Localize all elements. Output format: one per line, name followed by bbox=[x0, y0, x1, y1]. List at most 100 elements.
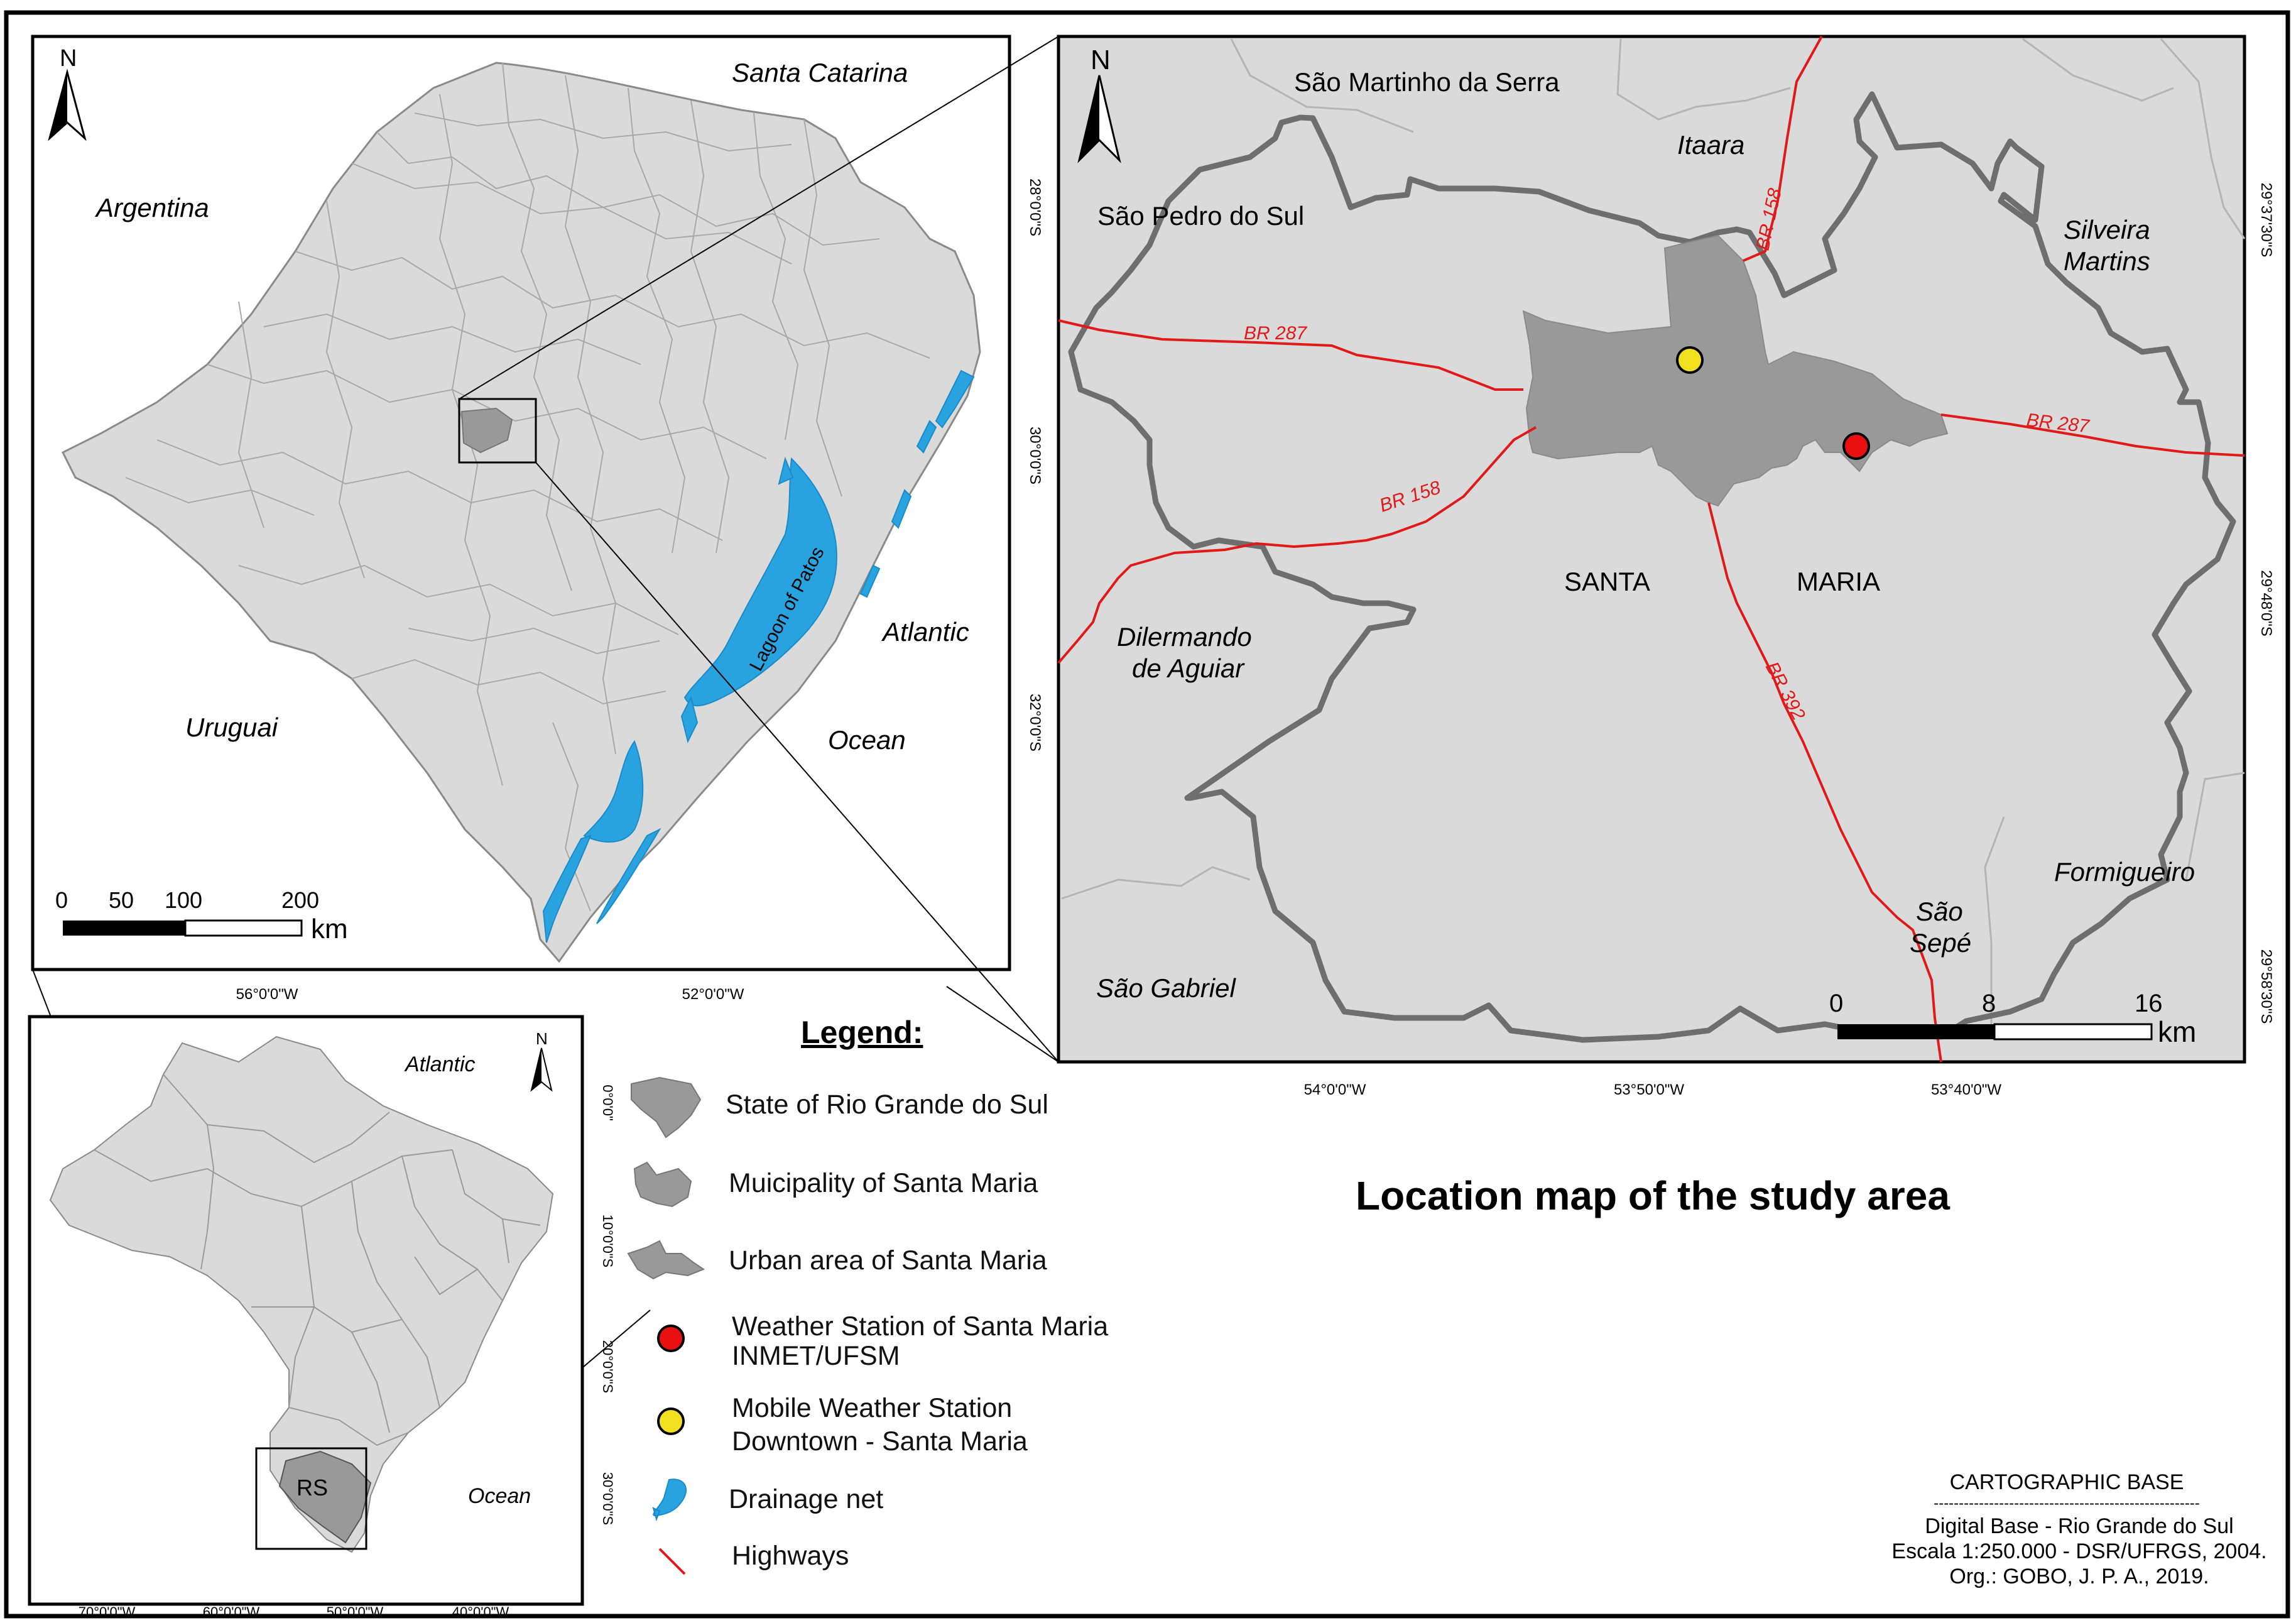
highway-br158-south bbox=[1057, 426, 1537, 664]
legend-label: State of Rio Grande do Sul bbox=[726, 1090, 1048, 1120]
highway-br392 bbox=[1707, 502, 1942, 1063]
credits-line: Org.: GOBO, J. P. A., 2019. bbox=[1949, 1565, 2209, 1588]
highway-br158-north bbox=[1743, 36, 1823, 262]
legend-weather-station-icon bbox=[657, 1325, 685, 1352]
svg-text:N: N bbox=[536, 1029, 548, 1048]
legend-heading: Legend: bbox=[801, 1015, 923, 1050]
brazil-state-boundaries bbox=[94, 1074, 541, 1446]
svg-text:8: 8 bbox=[1982, 990, 1996, 1017]
rs-santa-maria-highlight bbox=[460, 407, 513, 454]
legend-mobile-station-icon bbox=[657, 1407, 685, 1435]
rs-scale-bar: 0 50 100 200 km bbox=[55, 887, 348, 944]
svg-text:km: km bbox=[311, 914, 348, 944]
north-arrow-icon: N bbox=[1077, 45, 1121, 163]
legend-municipality-icon bbox=[633, 1161, 692, 1208]
north-arrow-icon: N bbox=[530, 1029, 553, 1092]
brazil-lat-tick: 10°0'0"S bbox=[600, 1215, 616, 1267]
label-formigueiro: Formigueiro bbox=[2054, 857, 2195, 887]
rs-state-map: Santa Catarina Argentina Uruguai Atlanti… bbox=[31, 35, 1043, 1003]
svg-text:200: 200 bbox=[281, 887, 319, 913]
legend-label: Downtown - Santa Maria bbox=[732, 1426, 1028, 1456]
legend-label: INMET/UFSM bbox=[732, 1341, 900, 1371]
highways bbox=[1057, 36, 2245, 1063]
rs-lon-tick: 52°0'0"W bbox=[682, 986, 744, 1003]
weather-station-marker bbox=[1842, 432, 1870, 460]
north-arrow-icon: N bbox=[48, 45, 87, 141]
brazil-lat-tick: 0°0'0" bbox=[600, 1085, 616, 1121]
brazil-label-atlantic: Atlantic bbox=[404, 1052, 476, 1076]
figure-title: Location map of the study area bbox=[1356, 1173, 1950, 1218]
rs-lat-tick: 28°0'0"S bbox=[1026, 178, 1043, 236]
credits-line: Escala 1:250.000 - DSR/UFRGS, 2004. bbox=[1891, 1539, 2266, 1563]
legend-label: Mobile Weather Station bbox=[732, 1393, 1012, 1423]
label-sepe: Sepé bbox=[1910, 928, 1971, 958]
credits-heading: CARTOGRAPHIC BASE bbox=[1950, 1470, 2184, 1494]
svg-text:50: 50 bbox=[109, 887, 134, 913]
label-sao-martinho: São Martinho da Serra bbox=[1294, 67, 1560, 97]
highway-br287-west bbox=[1058, 319, 1523, 391]
sm-lat-tick: 29°48'0"S bbox=[2258, 570, 2275, 636]
legend-state-icon bbox=[631, 1076, 702, 1139]
santa-maria-map: São Martinho da Serra Itaara São Pedro d… bbox=[1057, 35, 2275, 1098]
label-santa-catarina: Santa Catarina bbox=[732, 58, 908, 87]
brazil-label-ocean: Ocean bbox=[468, 1484, 531, 1508]
brazil-rs-box bbox=[255, 1447, 367, 1550]
legend-highway-icon bbox=[658, 1548, 686, 1575]
sm-lon-tick: 53°40'0"W bbox=[1931, 1081, 2001, 1098]
brazil-lon-tick: 60°0'0"W bbox=[203, 1604, 260, 1620]
brazil-shape bbox=[49, 1036, 554, 1553]
legend-label: Highways bbox=[732, 1541, 849, 1571]
santa-maria-map-frame bbox=[1057, 35, 2246, 1064]
label-de-aguiar: de Aguiar bbox=[1132, 653, 1245, 683]
legend-label: Urban area of Santa Maria bbox=[729, 1245, 1047, 1276]
legend: Legend: State of Rio Grande do Sul Muici… bbox=[627, 1015, 1108, 1575]
label-silveira: Silveira bbox=[2064, 215, 2150, 244]
label-maria: MARIA bbox=[1797, 567, 1880, 596]
urban-area bbox=[1522, 234, 1949, 507]
brazil-rs-highlight bbox=[278, 1450, 372, 1544]
svg-text:km: km bbox=[2158, 1015, 2196, 1048]
sm-lon-tick: 54°0'0"W bbox=[1304, 1081, 1366, 1098]
sm-lat-tick: 29°58'30"S bbox=[2258, 949, 2275, 1024]
highway-br287-east bbox=[1940, 413, 2245, 457]
label-sao-gabriel: São Gabriel bbox=[1096, 973, 1236, 1003]
legend-label: Weather Station of Santa Maria bbox=[732, 1311, 1108, 1342]
label-ocean: Ocean bbox=[828, 725, 906, 755]
santa-maria-municipality-boundary bbox=[1068, 91, 2236, 1043]
brazil-label-rs: RS bbox=[297, 1475, 328, 1500]
legend-label: Drainage net bbox=[729, 1484, 883, 1514]
legend-drainage-icon bbox=[652, 1478, 687, 1522]
mobile-weather-station-marker bbox=[1676, 346, 1704, 374]
neighbor-boundaries bbox=[1061, 38, 2246, 1030]
label-dilermando: Dilermando bbox=[1117, 622, 1252, 652]
svg-text:0: 0 bbox=[55, 887, 68, 913]
rs-lat-tick: 32°0'0"S bbox=[1026, 694, 1043, 751]
brazil-lat-tick: 30°0'0"S bbox=[600, 1472, 616, 1525]
label-argentina: Argentina bbox=[94, 193, 209, 222]
label-santa: SANTA bbox=[1564, 567, 1650, 596]
credits-separator: ----------------------------------------… bbox=[1934, 1495, 2200, 1512]
cartographic-credits: CARTOGRAPHIC BASE ----------------------… bbox=[1891, 1470, 2266, 1588]
brazil-lon-tick: 70°0'0"W bbox=[79, 1604, 136, 1620]
label-atlantic: Atlantic bbox=[881, 617, 969, 647]
label-uruguai: Uruguai bbox=[185, 713, 279, 742]
svg-text:N: N bbox=[60, 45, 77, 72]
sm-scale-bar: 0 8 16 km bbox=[1829, 990, 2196, 1048]
label-martins: Martins bbox=[2064, 246, 2150, 276]
rs-lat-tick: 30°0'0"S bbox=[1026, 427, 1043, 484]
rs-drainage-net bbox=[542, 369, 975, 943]
brazil-lon-tick: 50°0'0"W bbox=[327, 1604, 384, 1620]
svg-text:100: 100 bbox=[165, 887, 202, 913]
legend-urban-icon bbox=[627, 1240, 705, 1280]
label-sao-pedro: São Pedro do Sul bbox=[1097, 201, 1304, 231]
sm-lon-tick: 53°50'0"W bbox=[1614, 1081, 1684, 1098]
brazil-inset-map: RS Atlantic Ocean N 0°0'0" 10°0'0"S 20°0… bbox=[28, 1015, 616, 1620]
legend-label: Muicipality of Santa Maria bbox=[729, 1168, 1038, 1198]
svg-text:16: 16 bbox=[2135, 990, 2163, 1017]
sm-lat-tick: 29°37'30"S bbox=[2258, 183, 2275, 258]
brazil-lon-tick: 40°0'0"W bbox=[452, 1604, 509, 1620]
svg-text:N: N bbox=[1091, 45, 1111, 75]
credits-line: Digital Base - Rio Grande do Sul bbox=[1925, 1514, 2233, 1538]
label-br287-west: BR 287 bbox=[1244, 323, 1307, 344]
